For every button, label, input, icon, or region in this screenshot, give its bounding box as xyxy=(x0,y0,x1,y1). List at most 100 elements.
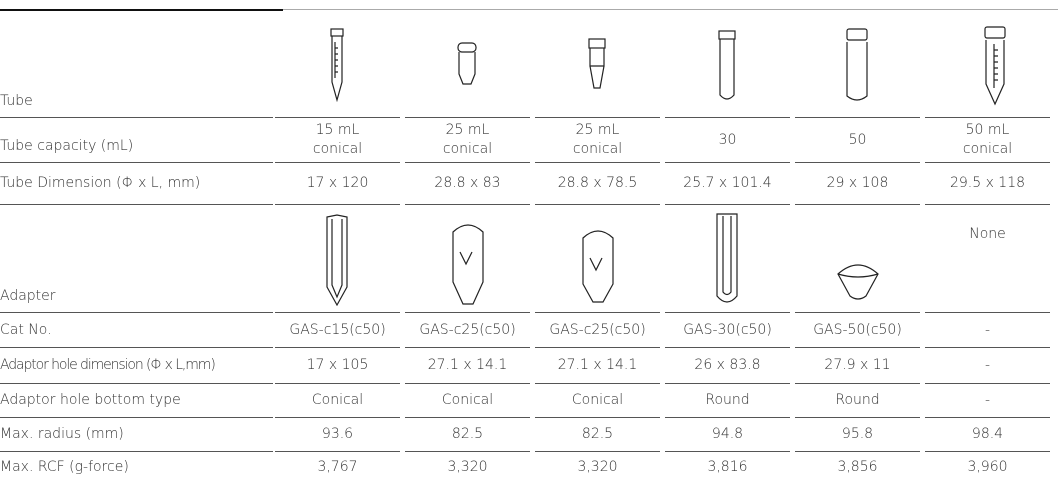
cell-text: 95.8 xyxy=(842,425,873,444)
data-cell: 50 xyxy=(795,118,920,163)
cell-text: Tube xyxy=(0,92,33,111)
cell-text: Adaptor hole bottom type xyxy=(0,391,181,410)
cell-text: 25 mL conical xyxy=(558,121,638,159)
data-cell: 29.5 x 118 xyxy=(925,163,1050,205)
data-cell: 93.6 xyxy=(275,418,400,452)
cell-text: 27.1 x 14.1 xyxy=(428,356,508,375)
data-cell: 15 mL conical xyxy=(275,118,400,163)
cell-text: - xyxy=(985,356,990,375)
cell-text: 28.8 x 78.5 xyxy=(558,174,638,193)
icon-cell xyxy=(535,205,660,313)
icon-cell xyxy=(795,205,920,313)
cell-text: 17 x 105 xyxy=(307,356,369,375)
data-cell: 27.9 x 11 xyxy=(795,348,920,384)
data-cell: Round xyxy=(665,384,790,418)
data-cell: - xyxy=(925,313,1050,348)
data-cell: Conical xyxy=(405,384,530,418)
data-cell: 50 mL conical xyxy=(925,118,1050,163)
data-cell: 3,767 xyxy=(275,452,400,483)
spec-table: Tube Adapter None Tube capacity (mL) 15 mL c… xyxy=(0,0,1058,483)
row-label: Cat No. xyxy=(0,313,273,348)
cell-text: Tube capacity (mL) xyxy=(0,137,133,156)
data-cell: 98.4 xyxy=(925,418,1050,452)
icon-cell xyxy=(925,10,1050,118)
data-cell: 3,856 xyxy=(795,452,920,483)
icon-cell xyxy=(405,10,530,118)
icon-cell xyxy=(535,10,660,118)
icon-cell xyxy=(405,205,530,313)
cell-text: Round xyxy=(835,391,879,410)
icon-cell xyxy=(275,10,400,118)
data-cell: 29 x 108 xyxy=(795,163,920,205)
cell-text: - xyxy=(985,391,990,410)
cell-text: 82.5 xyxy=(582,425,613,444)
cell-text: Max. radius (mm) xyxy=(0,425,124,444)
cell-text: 3,856 xyxy=(837,458,877,477)
icon-cell xyxy=(795,10,920,118)
cell-text: Tube Dimension (Φ x L, mm) xyxy=(0,174,200,193)
cell-text: 50 mL conical xyxy=(948,121,1028,159)
cell-text: None xyxy=(969,225,1006,244)
icon-cell xyxy=(665,205,790,313)
cell-text: Round xyxy=(705,391,749,410)
icon-cell xyxy=(275,205,400,313)
data-cell: 3,320 xyxy=(405,452,530,483)
cell-text: 82.5 xyxy=(452,425,483,444)
icon-cell xyxy=(665,10,790,118)
cell-text: 27.1 x 14.1 xyxy=(558,356,638,375)
cell-text: Cat No. xyxy=(0,321,52,340)
cell-text: Conical xyxy=(442,391,493,410)
row-label: Tube xyxy=(0,10,273,118)
cell-text: Conical xyxy=(572,391,623,410)
cell-text: 3,320 xyxy=(577,458,617,477)
data-cell: Conical xyxy=(275,384,400,418)
cell-text: 3,960 xyxy=(967,458,1007,477)
cell-text: 27.9 x 11 xyxy=(824,356,890,375)
data-cell: 82.5 xyxy=(535,418,660,452)
cell-text: Conical xyxy=(312,391,363,410)
data-cell: - xyxy=(925,384,1050,418)
data-cell: GAS-c25(c50) xyxy=(535,313,660,348)
cell-text: 25 mL conical xyxy=(428,121,508,159)
data-cell: 30 xyxy=(665,118,790,163)
cell-text: GAS-c25(c50) xyxy=(549,321,645,340)
data-cell: 82.5 xyxy=(405,418,530,452)
data-cell: 3,320 xyxy=(535,452,660,483)
cell-text: 3,816 xyxy=(707,458,747,477)
cell-text: 15 mL conical xyxy=(298,121,378,159)
data-cell: Conical xyxy=(535,384,660,418)
cell-text: 25.7 x 101.4 xyxy=(683,174,771,193)
cell-text: 26 x 83.8 xyxy=(694,356,760,375)
data-cell: 94.8 xyxy=(665,418,790,452)
data-cell: 28.8 x 78.5 xyxy=(535,163,660,205)
data-cell: 26 x 83.8 xyxy=(665,348,790,384)
cell-text: 28.8 x 83 xyxy=(434,174,500,193)
cell-text: GAS-c15(c50) xyxy=(289,321,385,340)
cell-text: 50 xyxy=(818,131,898,150)
data-cell: GAS-c25(c50) xyxy=(405,313,530,348)
row-label: Max. radius (mm) xyxy=(0,418,273,452)
cell-text: Adapter xyxy=(0,287,56,306)
cell-text: 17 x 120 xyxy=(307,174,369,193)
cell-text: 30 xyxy=(688,131,768,150)
data-cell: 25 mL conical xyxy=(535,118,660,163)
data-cell: GAS-c15(c50) xyxy=(275,313,400,348)
row-label: Adaptor hole dimension (Φ x L,mm) xyxy=(0,348,273,384)
cell-text: - xyxy=(985,321,990,340)
icon-cell: None xyxy=(925,205,1050,313)
data-cell: 95.8 xyxy=(795,418,920,452)
data-cell: 25 mL conical xyxy=(405,118,530,163)
cell-text: 29 x 108 xyxy=(827,174,889,193)
cell-text: 29.5 x 118 xyxy=(950,174,1025,193)
data-cell: 25.7 x 101.4 xyxy=(665,163,790,205)
cell-text: Max. RCF (g-force) xyxy=(0,458,129,477)
data-cell: Round xyxy=(795,384,920,418)
row-label: Max. RCF (g-force) xyxy=(0,452,273,483)
data-cell: GAS-50(c50) xyxy=(795,313,920,348)
cell-text: 3,767 xyxy=(317,458,357,477)
row-label: Adaptor hole bottom type xyxy=(0,384,273,418)
cell-text: 3,320 xyxy=(447,458,487,477)
data-cell: 17 x 105 xyxy=(275,348,400,384)
data-cell: 27.1 x 14.1 xyxy=(535,348,660,384)
cell-text: 93.6 xyxy=(322,425,353,444)
